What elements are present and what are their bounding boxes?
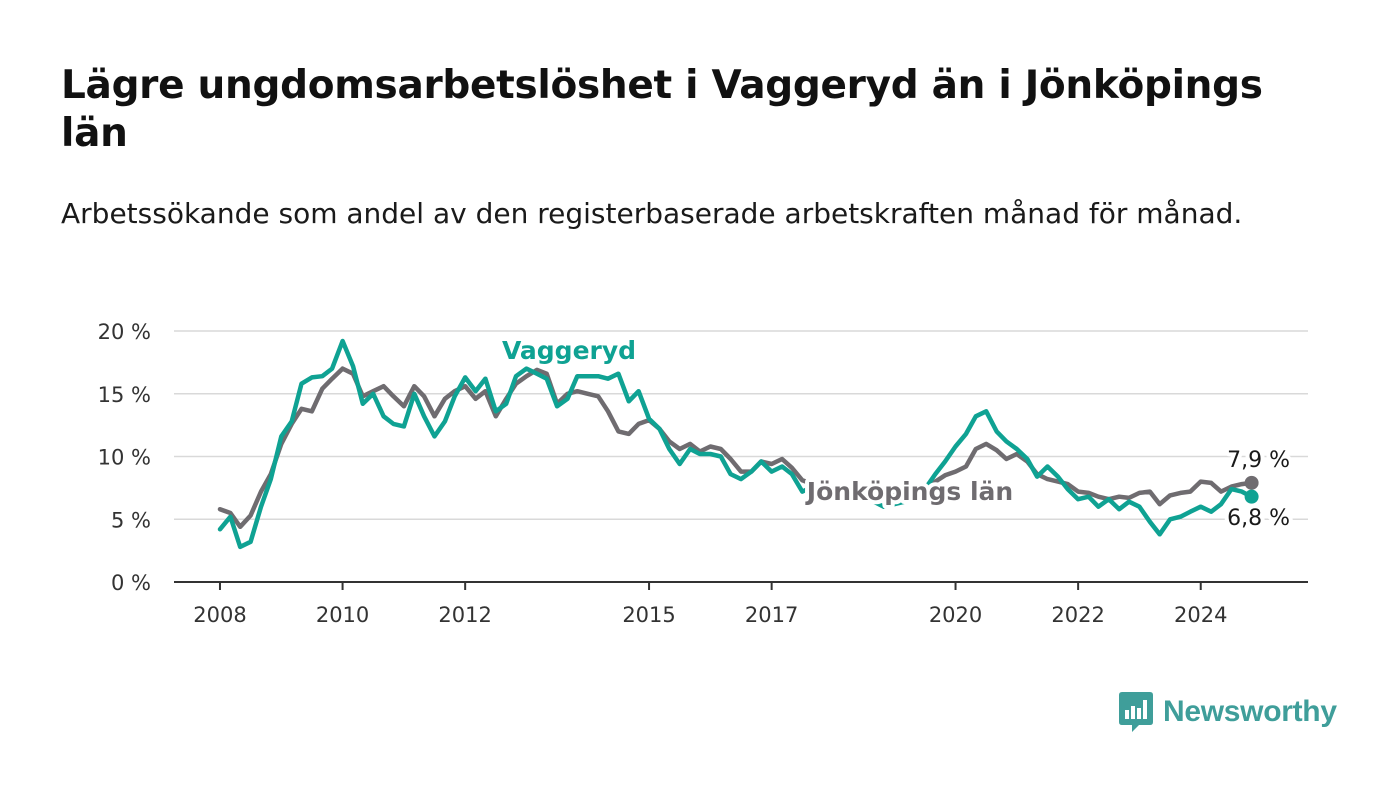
x-tick-label: 2008 <box>193 603 246 627</box>
newsworthy-logo: Newsworthy <box>1118 690 1337 734</box>
x-tick-label: 2022 <box>1051 603 1104 627</box>
y-axis-ticks: 0 % 5 % 10 % 15 % 20 % <box>98 320 151 595</box>
jonkoping-end-value-halo: 7,9 % <box>1227 448 1290 473</box>
jonkoping-line <box>217 366 1254 530</box>
brand-name: Newsworthy <box>1163 695 1337 728</box>
vaggeryd-end-value-halo: 6,8 % <box>1227 506 1290 531</box>
vaggeryd-series-label: Vaggeryd <box>502 336 636 365</box>
x-tick-label: 2012 <box>438 603 491 627</box>
y-tick-label: 20 % <box>98 320 151 344</box>
x-tick-label: 2010 <box>316 603 369 627</box>
jonkoping-end-point <box>1244 475 1259 490</box>
jonkoping-series-label-halo: Jönköpings län <box>805 477 1013 506</box>
jonkoping-end-value: 7,9 % <box>1227 448 1290 473</box>
x-tick-label: 2020 <box>929 603 982 627</box>
y-tick-label: 15 % <box>98 383 151 407</box>
x-tick-label: 2024 <box>1174 603 1227 627</box>
chart-subtitle: Arbetssökande som andel av den registerb… <box>61 197 1243 230</box>
series-lines <box>217 338 1259 550</box>
jonkoping-series-label: Jönköpings län <box>805 477 1013 506</box>
x-axis-ticks: 2008 2010 2012 2015 2017 2020 2022 2024 <box>193 582 1227 627</box>
vaggeryd-series-label-halo: Vaggeryd <box>502 336 636 365</box>
x-tick-label: 2015 <box>622 603 675 627</box>
newsworthy-logo-icon <box>1119 692 1153 732</box>
y-tick-label: 5 % <box>111 508 151 532</box>
vaggeryd-line <box>217 338 1254 550</box>
x-tick-label: 2017 <box>745 603 798 627</box>
vaggeryd-end-point <box>1244 489 1259 504</box>
y-tick-label: 10 % <box>98 446 151 470</box>
y-tick-label: 0 % <box>111 571 151 595</box>
vaggeryd-end-value: 6,8 % <box>1227 506 1290 531</box>
chart-title: Lägre ungdomsarbetslöshet i Vaggeryd än … <box>61 63 1263 156</box>
